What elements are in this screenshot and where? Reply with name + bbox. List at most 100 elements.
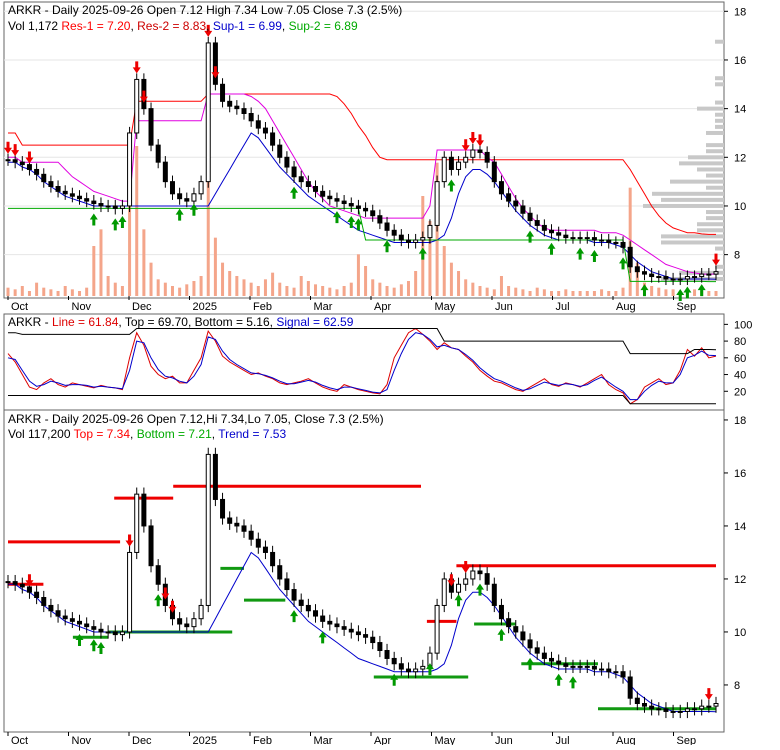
oscillator-panel-frame: [3, 313, 725, 411]
trend-y-tick-label-8: 8: [734, 680, 740, 692]
price-x-tick-label: Oct: [11, 301, 28, 313]
price-candle: [591, 237, 597, 241]
trend-candle: [484, 573, 490, 585]
price-x-tick-label: Dec: [132, 301, 152, 313]
trend-candle: [456, 583, 462, 593]
volume-bar: [199, 276, 203, 296]
price-candle: [520, 205, 526, 214]
price-candle: [98, 203, 104, 207]
price-candle: [649, 273, 655, 278]
price-candle: [12, 159, 18, 163]
price-candle: [291, 166, 297, 178]
price-y-tick-label-10: 10: [734, 201, 746, 213]
trend-candle: [413, 668, 419, 673]
volume-bar: [278, 282, 282, 296]
trend-ticker: ARKR: [8, 412, 42, 426]
price-candle: [34, 168, 40, 175]
osc-line-line: [7, 327, 717, 405]
volume-bar: [99, 229, 103, 296]
trend-x-tick-label: Feb: [253, 735, 272, 745]
trend-y-tick-label-14: 14: [734, 521, 746, 533]
price-candle: [341, 200, 347, 205]
volume-profile-bar: [661, 240, 724, 245]
price-sell-arrow: [204, 24, 213, 37]
trend-candle: [141, 493, 147, 527]
volume-bar: [170, 286, 174, 296]
price-sell-arrow: [11, 144, 20, 157]
volume-bar: [149, 262, 153, 296]
volume-bar: [113, 282, 117, 296]
trend-candle: [227, 517, 233, 524]
volume-bar: [106, 276, 110, 296]
volume-profile-bar: [688, 155, 724, 160]
trend-buy-arrow: [318, 631, 327, 644]
price-buy-arrow: [576, 247, 585, 260]
trend-buy-arrow: [526, 657, 535, 670]
price-candle: [355, 205, 361, 209]
trend-candle: [84, 623, 90, 628]
price-candle: [313, 186, 319, 192]
trend-candle: [527, 639, 533, 649]
price-candle: [420, 237, 426, 241]
volume-bar: [557, 291, 561, 296]
price-candle: [584, 237, 590, 240]
trend-x-tick-label: Dec: [132, 735, 152, 745]
volume-bar: [328, 287, 332, 296]
volume-profile-bar: [706, 143, 724, 148]
trend-candle: [262, 546, 268, 553]
trend-candle: [641, 703, 647, 707]
volume-bar: [13, 289, 17, 296]
res2-label: Res-2 = 8.83: [137, 19, 206, 33]
volume-bar: [406, 281, 410, 296]
volume-bar: [70, 289, 74, 296]
trend-candle: [663, 708, 669, 712]
volume-bar: [78, 291, 82, 296]
price-candle: [127, 132, 133, 207]
price-candle: [26, 164, 32, 170]
volume-bar: [693, 289, 697, 296]
price-panel-frame: [3, 1, 725, 299]
price-candle: [706, 273, 712, 276]
trend-candle: [248, 530, 254, 540]
volume-bar: [714, 291, 718, 296]
trend-candle: [634, 697, 640, 705]
price-buy-arrow: [290, 186, 299, 199]
volume-bar: [256, 286, 260, 296]
trend-x-tick-label: May: [435, 735, 456, 745]
trend-candle: [98, 628, 104, 633]
volume-profile-bar: [706, 216, 724, 221]
price-buy-arrow: [111, 218, 120, 231]
price-candle: [298, 176, 304, 183]
trend-candle: [198, 604, 204, 620]
trend-candle: [184, 623, 190, 628]
volume-bar: [178, 287, 182, 296]
price-candle: [620, 241, 626, 248]
volume-bar: [492, 289, 496, 296]
price-candle: [205, 42, 211, 183]
price-candle: [370, 210, 376, 217]
price-candle: [320, 190, 326, 197]
price-candle: [692, 276, 698, 279]
trend-candle: [12, 581, 18, 585]
trend-y-tick-label-18: 18: [734, 415, 746, 427]
trend-candle: [298, 599, 304, 606]
price-candle: [5, 159, 11, 162]
volume-bar: [457, 271, 461, 296]
price-x-tick-label: Nov: [72, 301, 92, 313]
volume-profile-bar: [706, 185, 724, 190]
price-sell-arrow: [712, 253, 720, 266]
price-candle: [84, 198, 90, 202]
sup1-label: Sup-1 = 6.99: [213, 19, 282, 33]
osc-bottom-line: [8, 395, 716, 405]
trend-candle: [277, 565, 283, 580]
trend-x-tick-label: Jul: [556, 735, 570, 745]
trend-candle: [313, 610, 319, 617]
price-candle: [670, 278, 676, 281]
trend-candle: [69, 618, 75, 622]
trend-candle: [77, 620, 83, 625]
volume-bar: [614, 291, 618, 296]
trend-y-tick-label-16: 16: [734, 468, 746, 480]
trend-trend-label: Trend = 7.53: [218, 427, 286, 441]
price-candle: [513, 200, 519, 207]
volume-bar: [542, 289, 546, 296]
